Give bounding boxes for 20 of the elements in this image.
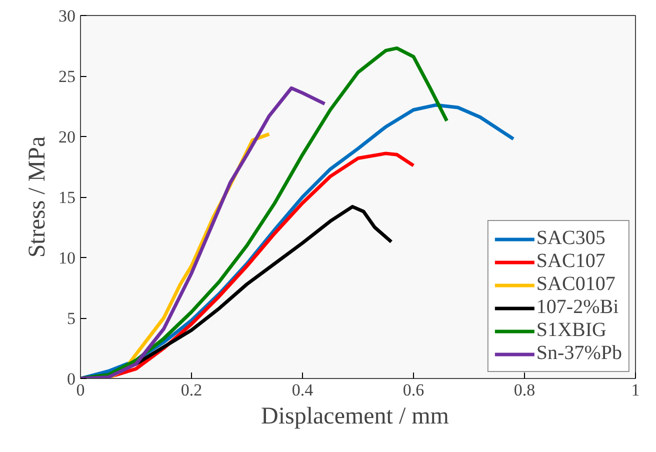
y-tick-label: 20 bbox=[58, 128, 76, 146]
x-tick-label: 0.4 bbox=[292, 380, 314, 400]
x-tick-label: 0.8 bbox=[514, 380, 536, 400]
legend-label: SAC0107 bbox=[536, 273, 616, 296]
y-tick-label: 25 bbox=[58, 67, 76, 86]
line-series bbox=[80, 86, 326, 378]
legend-label: S1XBIG bbox=[536, 319, 606, 342]
y-axis-title: Stress / MPa bbox=[24, 136, 50, 258]
y-tick-label: 30 bbox=[58, 6, 76, 26]
y-tick-label: 10 bbox=[58, 248, 76, 268]
x-axis-title: Displacement / mm bbox=[261, 404, 450, 430]
legend-label: SAC107 bbox=[536, 250, 606, 273]
x-tick-label: 0.2 bbox=[180, 380, 202, 400]
x-tick-label: 0.6 bbox=[402, 380, 424, 400]
y-tick-label: 5 bbox=[67, 309, 76, 328]
legend-label: Sn-37%Pb bbox=[536, 342, 622, 365]
legend-label: SAC305 bbox=[536, 227, 606, 250]
legend-label: 107-2%Bi bbox=[536, 296, 619, 319]
y-tick-label: 15 bbox=[58, 188, 76, 207]
x-tick-label: 1 bbox=[631, 380, 640, 400]
